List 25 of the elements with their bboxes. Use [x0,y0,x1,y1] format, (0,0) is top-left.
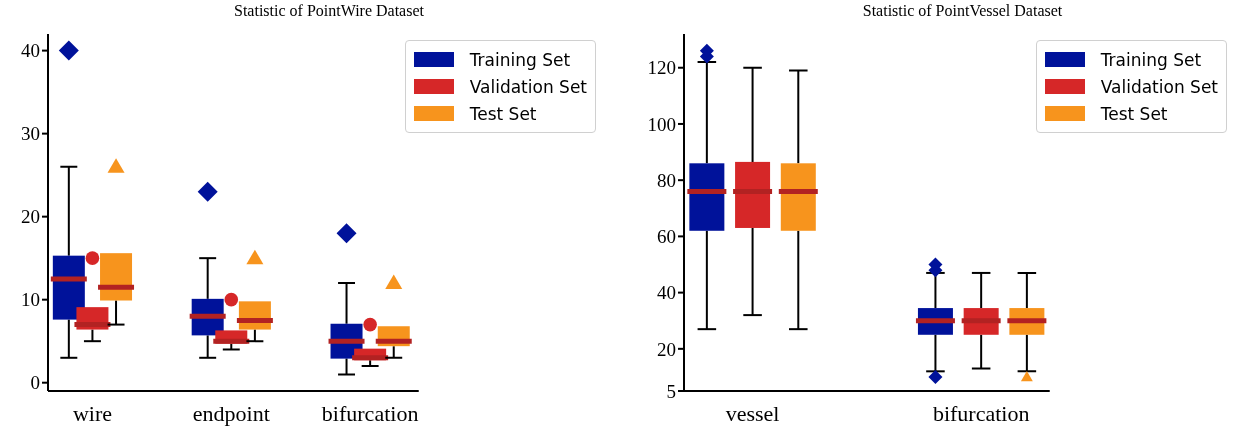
legend-label: Validation Set [1100,76,1218,97]
y-tick-label: 0 [30,372,40,394]
legend-label: Test Set [1100,103,1168,124]
y-tick-label: 20 [21,206,40,228]
x-tick-label: bifurcation [932,400,1030,426]
chart-title: Statistic of PointWire Dataset [233,2,425,20]
chart-title: Statistic of PointVessel Dataset [861,2,1064,20]
x-tick-label: wire [72,400,112,426]
y-tick-label: 5 [666,380,676,402]
y-tick-label: 20 [657,338,676,360]
x-tick-label: vessel [725,400,780,426]
y-tick-label: 10 [21,289,40,311]
y-tick-label: 80 [657,169,676,191]
x-tick-label: bifurcation [321,400,419,426]
y-tick-label: 60 [657,226,676,248]
legend-label: Training Set [1100,49,1202,70]
legend-label: Test Set [469,103,537,124]
legend-label: Validation Set [469,76,587,97]
y-tick-label: 100 [647,113,676,135]
y-tick-label: 120 [647,57,676,79]
legend-label: Training Set [469,49,571,70]
x-tick-label: endpoint [192,400,270,426]
y-tick-label: 40 [21,40,40,62]
y-tick-label: 30 [21,123,40,145]
y-tick-label: 40 [657,282,676,304]
